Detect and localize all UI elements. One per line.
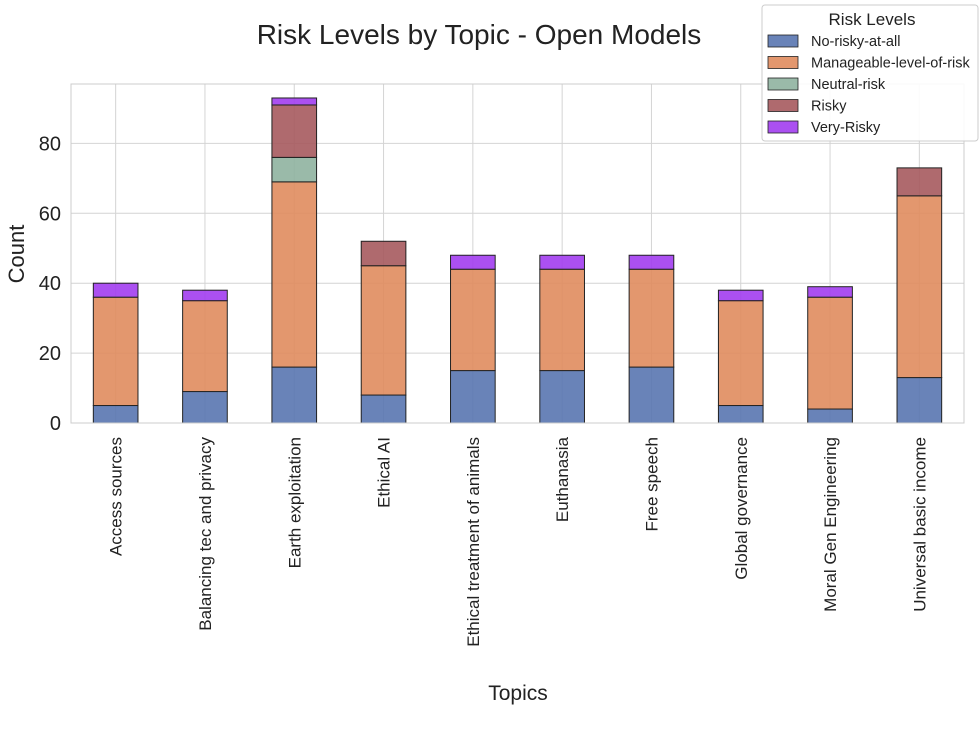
legend-swatch [767, 120, 799, 134]
legend-label: Manageable-level-of-risk [811, 56, 971, 72]
y-tick-label: 20 [39, 343, 61, 365]
x-tick-label: Earth exploitation [285, 437, 304, 568]
bar-segment [896, 377, 943, 424]
y-tick-label: 60 [39, 203, 61, 225]
legend-swatch [767, 99, 799, 112]
legend-title: Risk Levels [829, 10, 916, 29]
bar-segment [628, 254, 675, 270]
bar-segment [628, 366, 675, 424]
bar-segment [271, 104, 318, 158]
bar-segment [539, 370, 585, 424]
y-tick-label: 0 [50, 413, 61, 435]
bar-segment [450, 370, 496, 424]
bar-segment [271, 366, 318, 424]
bar-segment [271, 97, 318, 106]
bar-segment [807, 286, 853, 298]
x-tick-label: Free speech [642, 437, 661, 532]
x-tick-label: Ethical AI [375, 437, 394, 508]
legend-swatch [767, 77, 799, 91]
bar-segment [807, 408, 853, 424]
bar-segment [450, 268, 496, 372]
bar-segment [360, 240, 407, 267]
legend: Risk Levels No-risky-at-all Manageable-le… [761, 4, 979, 142]
plot-frame [70, 83, 965, 424]
y-axis-label: Count [4, 225, 29, 284]
legend-swatch [767, 34, 799, 48]
x-tick-label: Ethical treatment of animals [464, 437, 483, 647]
y-tick-labels: 0 20 40 60 80 [39, 133, 61, 435]
x-tick-label: Global governance [732, 437, 751, 580]
bar-segment [450, 254, 496, 270]
bar-segment [717, 300, 764, 407]
bar-segment [360, 394, 407, 424]
bar-segment [92, 296, 139, 407]
bar-segment [182, 391, 228, 424]
legend-items: No-risky-at-all Manageable-level-of-risk N… [767, 34, 971, 136]
x-axis-label: Topics [488, 682, 548, 705]
legend-label: Very-Risky [811, 120, 881, 136]
bar-segment [182, 300, 228, 393]
y-tick-label: 80 [39, 133, 61, 155]
legend-label: No-risky-at-all [811, 34, 900, 50]
bar-segment [628, 268, 675, 368]
bar-segment [92, 405, 139, 424]
bar-segment [271, 156, 318, 183]
chart-title: Risk Levels by Topic - Open Models [257, 19, 702, 50]
x-tick-labels: Access sources Balancing tec and privacy E… [107, 436, 930, 646]
x-tick-label: Euthanasia [553, 436, 572, 522]
x-tick-label: Access sources [107, 437, 126, 556]
legend-label: Risky [811, 99, 847, 115]
bar-segment [360, 265, 407, 396]
bar-segment [896, 167, 943, 197]
bar-segment [896, 195, 943, 379]
legend-label: Neutral-risk [811, 77, 886, 93]
bar-segment [717, 405, 764, 424]
x-tick-label: Balancing tec and privacy [196, 437, 215, 631]
bar-segment [807, 296, 853, 410]
bar-segment [539, 268, 585, 372]
y-tick-label: 40 [39, 273, 61, 295]
x-tick-label: Moral Gen Engineering [821, 437, 840, 612]
bar-segment [717, 289, 764, 302]
bars [92, 97, 943, 424]
legend-frame [761, 4, 979, 142]
x-tick-label: Universal basic income [910, 437, 929, 612]
bar-segment [92, 282, 139, 298]
legend-swatch [767, 56, 799, 69]
bar-segment [271, 181, 318, 368]
bar-segment [182, 289, 228, 302]
bar-segment [539, 254, 585, 270]
